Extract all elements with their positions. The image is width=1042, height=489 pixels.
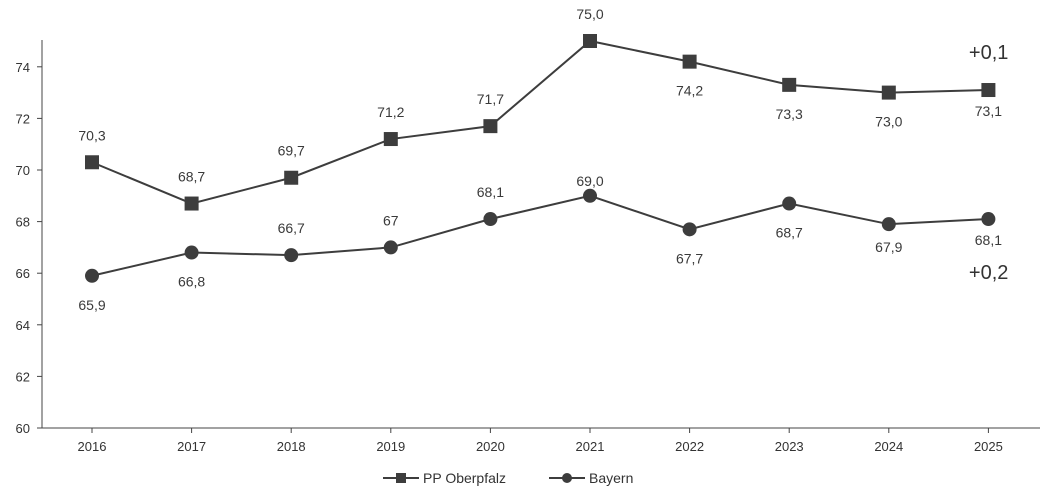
data-point bbox=[185, 246, 199, 260]
data-label: 73,3 bbox=[776, 106, 803, 122]
data-point bbox=[483, 119, 497, 133]
data-point bbox=[683, 222, 697, 236]
x-tick-label: 2023 bbox=[775, 439, 804, 454]
x-tick-label: 2017 bbox=[177, 439, 206, 454]
y-tick-label: 68 bbox=[16, 215, 30, 230]
data-label: 66,8 bbox=[178, 274, 205, 290]
data-point bbox=[782, 78, 796, 92]
x-tick-label: 2024 bbox=[874, 439, 903, 454]
data-label: 75,0 bbox=[576, 6, 603, 22]
data-point bbox=[683, 55, 697, 69]
y-tick-label: 64 bbox=[16, 318, 30, 333]
data-label: 68,1 bbox=[477, 184, 504, 200]
y-tick-label: 72 bbox=[16, 111, 30, 126]
x-tick-label: 2019 bbox=[376, 439, 405, 454]
legend: PP Oberpfalz Bayern bbox=[383, 470, 633, 486]
x-tick-label: 2018 bbox=[277, 439, 306, 454]
data-label: 67 bbox=[383, 212, 399, 228]
series-lines bbox=[92, 41, 988, 276]
data-label: 71,2 bbox=[377, 104, 404, 120]
data-point bbox=[185, 197, 199, 211]
data-point bbox=[384, 132, 398, 146]
series-line bbox=[92, 41, 988, 204]
change-label: +0,2 bbox=[969, 262, 1008, 284]
y-tick-label: 60 bbox=[16, 421, 30, 436]
legend-label: PP Oberpfalz bbox=[423, 470, 506, 486]
data-label: 68,7 bbox=[178, 169, 205, 185]
data-point bbox=[583, 189, 597, 203]
data-label: 69,0 bbox=[576, 173, 603, 189]
legend-label: Bayern bbox=[589, 470, 633, 486]
y-tick-label: 66 bbox=[16, 266, 30, 281]
data-label: 67,9 bbox=[875, 239, 902, 255]
x-tick-label: 2025 bbox=[974, 439, 1003, 454]
data-label: 65,9 bbox=[78, 297, 105, 313]
series-line bbox=[92, 196, 988, 276]
data-point bbox=[384, 240, 398, 254]
data-label: 73,0 bbox=[875, 114, 902, 130]
data-point bbox=[782, 197, 796, 211]
series-markers bbox=[85, 34, 995, 283]
data-point bbox=[981, 212, 995, 226]
data-label: 67,7 bbox=[676, 250, 703, 266]
legend-item: PP Oberpfalz bbox=[383, 470, 506, 486]
change-label: +0,1 bbox=[969, 42, 1008, 64]
data-labels: 70,3 68,7 69,7 71,2 71,7 75,0 74,2 73,3 73,0 73,1… bbox=[78, 6, 1002, 313]
data-label: 74,2 bbox=[676, 83, 703, 99]
data-label: 73,1 bbox=[975, 103, 1002, 119]
data-point bbox=[882, 217, 896, 231]
legend-item: Bayern bbox=[549, 470, 633, 486]
data-label: 68,1 bbox=[975, 232, 1002, 248]
y-tick-label: 74 bbox=[16, 60, 30, 75]
legend-marker-circle bbox=[562, 473, 572, 483]
data-point bbox=[85, 269, 99, 283]
x-tick-label: 2021 bbox=[576, 439, 605, 454]
x-tick-label: 2020 bbox=[476, 439, 505, 454]
data-label: 66,7 bbox=[278, 220, 305, 236]
data-label: 69,7 bbox=[278, 143, 305, 159]
data-point bbox=[882, 86, 896, 100]
x-tick-label: 2016 bbox=[78, 439, 107, 454]
data-point bbox=[85, 155, 99, 169]
data-label: 70,3 bbox=[78, 127, 105, 143]
data-point bbox=[483, 212, 497, 226]
data-point bbox=[284, 171, 298, 185]
data-label: 68,7 bbox=[776, 225, 803, 241]
data-label: 71,7 bbox=[477, 91, 504, 107]
data-point bbox=[583, 34, 597, 48]
data-point bbox=[284, 248, 298, 262]
legend-marker-square bbox=[396, 473, 406, 483]
data-point bbox=[981, 83, 995, 97]
y-tick-label: 70 bbox=[16, 163, 30, 178]
y-tick-label: 62 bbox=[16, 369, 30, 384]
x-tick-label: 2022 bbox=[675, 439, 704, 454]
